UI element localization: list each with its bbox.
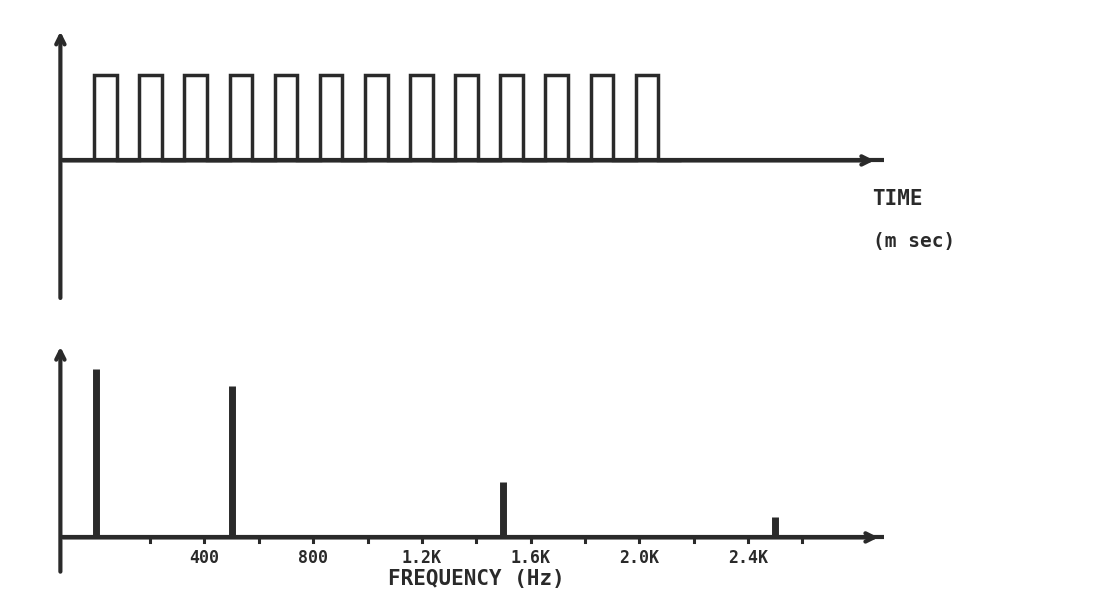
Text: TIME: TIME <box>873 188 923 209</box>
Text: 2.4K: 2.4K <box>728 549 768 567</box>
Text: FREQUENCY (Hz): FREQUENCY (Hz) <box>388 569 564 589</box>
Text: 400: 400 <box>190 549 220 567</box>
Text: 1.6K: 1.6K <box>511 549 550 567</box>
Text: 1.2K: 1.2K <box>402 549 441 567</box>
Text: (m sec): (m sec) <box>873 232 955 251</box>
Text: 2.0K: 2.0K <box>619 549 659 567</box>
Text: 800: 800 <box>299 549 328 567</box>
